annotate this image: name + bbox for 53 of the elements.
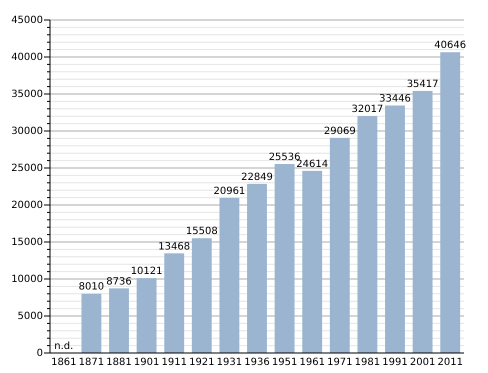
bar xyxy=(219,198,240,353)
x-tick-label: 1901 xyxy=(134,357,160,368)
x-tick-label: 1961 xyxy=(299,357,325,368)
bar xyxy=(385,106,405,353)
data-label: 29069 xyxy=(324,126,356,137)
bar xyxy=(109,288,129,353)
x-tick-label: 1936 xyxy=(244,357,270,368)
y-tick-label: 5000 xyxy=(18,311,43,322)
x-tick-label: 1981 xyxy=(354,357,380,368)
data-label: 10121 xyxy=(130,266,163,278)
y-tick-label: 20000 xyxy=(11,200,43,212)
x-tick-label: 1881 xyxy=(106,357,132,368)
y-tick-label: 0 xyxy=(36,348,43,360)
data-label: 13468 xyxy=(158,241,190,252)
bar xyxy=(192,238,212,353)
data-label: 40646 xyxy=(434,40,466,52)
x-tick-label: 1931 xyxy=(216,357,242,368)
y-tick-label: 25000 xyxy=(11,163,43,174)
x-tick-label: 1971 xyxy=(327,357,353,368)
data-label: 22849 xyxy=(241,172,273,183)
data-label: 33446 xyxy=(379,94,411,104)
data-label: 20961 xyxy=(213,186,246,197)
x-tick-label: 2001 xyxy=(410,357,436,368)
x-tick-label: 1911 xyxy=(161,357,187,368)
bar xyxy=(357,116,378,353)
x-tick-label: 1861 xyxy=(51,357,77,368)
data-label: 32017 xyxy=(351,104,384,116)
bar xyxy=(274,164,295,353)
bar xyxy=(330,138,350,353)
x-tick-label: 1991 xyxy=(382,357,408,368)
y-tick-label: 45000 xyxy=(11,15,43,26)
data-label: 24614 xyxy=(296,158,328,170)
text: n.d. xyxy=(54,341,74,352)
bar xyxy=(136,278,157,353)
x-tick-label: 1921 xyxy=(189,357,215,368)
y-tick-label: 15000 xyxy=(11,237,43,248)
data-label: 8010 xyxy=(78,282,104,293)
bar xyxy=(302,170,322,353)
y-tick-label: 40000 xyxy=(11,52,43,64)
x-tick-label: 1951 xyxy=(272,357,298,368)
y-tick-label: 35000 xyxy=(11,89,43,100)
y-tick-label: 30000 xyxy=(11,126,43,138)
bar xyxy=(412,90,433,353)
data-label: 15508 xyxy=(186,226,218,238)
bar xyxy=(247,184,267,353)
data-label: 8736 xyxy=(106,276,132,288)
data-label: 35417 xyxy=(406,78,439,90)
bar xyxy=(81,294,102,353)
y-tick-label: 10000 xyxy=(11,274,43,286)
x-tick-label: 1871 xyxy=(78,357,104,368)
bar xyxy=(164,253,184,353)
x-tick-label: 2011 xyxy=(437,357,463,368)
bar xyxy=(440,52,460,353)
